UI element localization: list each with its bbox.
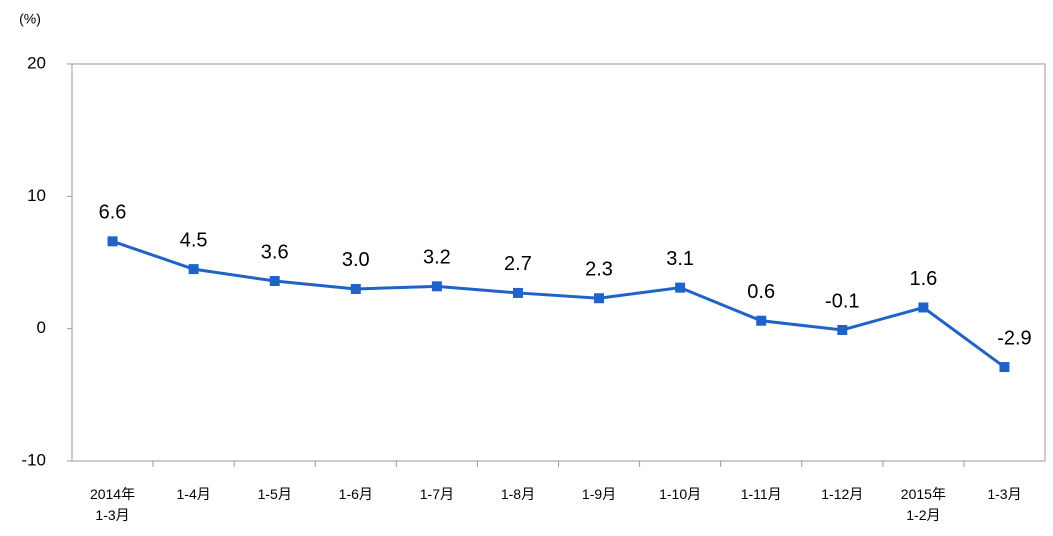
- marker: [350, 283, 361, 294]
- data-label: 4.5: [180, 229, 208, 251]
- x-tick-label: 1-10月: [659, 486, 702, 502]
- data-label: -2.9: [997, 327, 1031, 349]
- marker: [837, 324, 848, 335]
- x-tick-label: 1-9月: [581, 486, 617, 502]
- marker: [594, 293, 605, 304]
- marker: [999, 362, 1010, 373]
- x-tick-label: 1-12月: [821, 486, 864, 502]
- data-label: 3.6: [261, 241, 289, 263]
- data-label: 3.0: [342, 249, 370, 271]
- y-axis-label: (%): [19, 11, 41, 27]
- marker: [512, 287, 523, 298]
- data-label: 3.2: [423, 247, 451, 269]
- x-tick-label: 2015年 1-2月: [900, 486, 946, 523]
- x-tick-label: 1-3月: [987, 486, 1022, 502]
- marker: [107, 236, 118, 247]
- data-label: 2.7: [504, 253, 532, 275]
- y-tick-label: 0: [37, 318, 46, 337]
- marker: [918, 302, 929, 313]
- marker: [756, 315, 767, 326]
- data-label: 2.3: [585, 259, 613, 281]
- x-tick-label: 1-6月: [338, 486, 373, 502]
- plot-frame: [71, 63, 1046, 462]
- x-tick-label: 1-5月: [257, 486, 292, 502]
- x-tick-label: 1-7月: [419, 486, 454, 502]
- data-label: 6.6: [99, 202, 127, 224]
- marker: [269, 276, 280, 287]
- y-tick-label: 10: [27, 186, 46, 205]
- data-label: 1.6: [909, 268, 937, 290]
- x-tick-label: 1-8月: [500, 486, 536, 502]
- marker: [675, 282, 686, 293]
- marker: [431, 281, 442, 292]
- x-tick-label: 1-11月: [740, 486, 782, 502]
- marker: [188, 264, 199, 275]
- data-label: 3.1: [666, 248, 694, 270]
- series-line: [112, 239, 1006, 369]
- x-tick-label: 1-4月: [176, 486, 211, 502]
- data-label: -0.1: [825, 290, 859, 312]
- x-tick-label: 2014年 1-3月: [89, 486, 136, 523]
- y-tick-label: 20: [27, 53, 46, 72]
- data-label: 0.6: [747, 281, 775, 303]
- y-tick-label: -10: [21, 450, 46, 469]
